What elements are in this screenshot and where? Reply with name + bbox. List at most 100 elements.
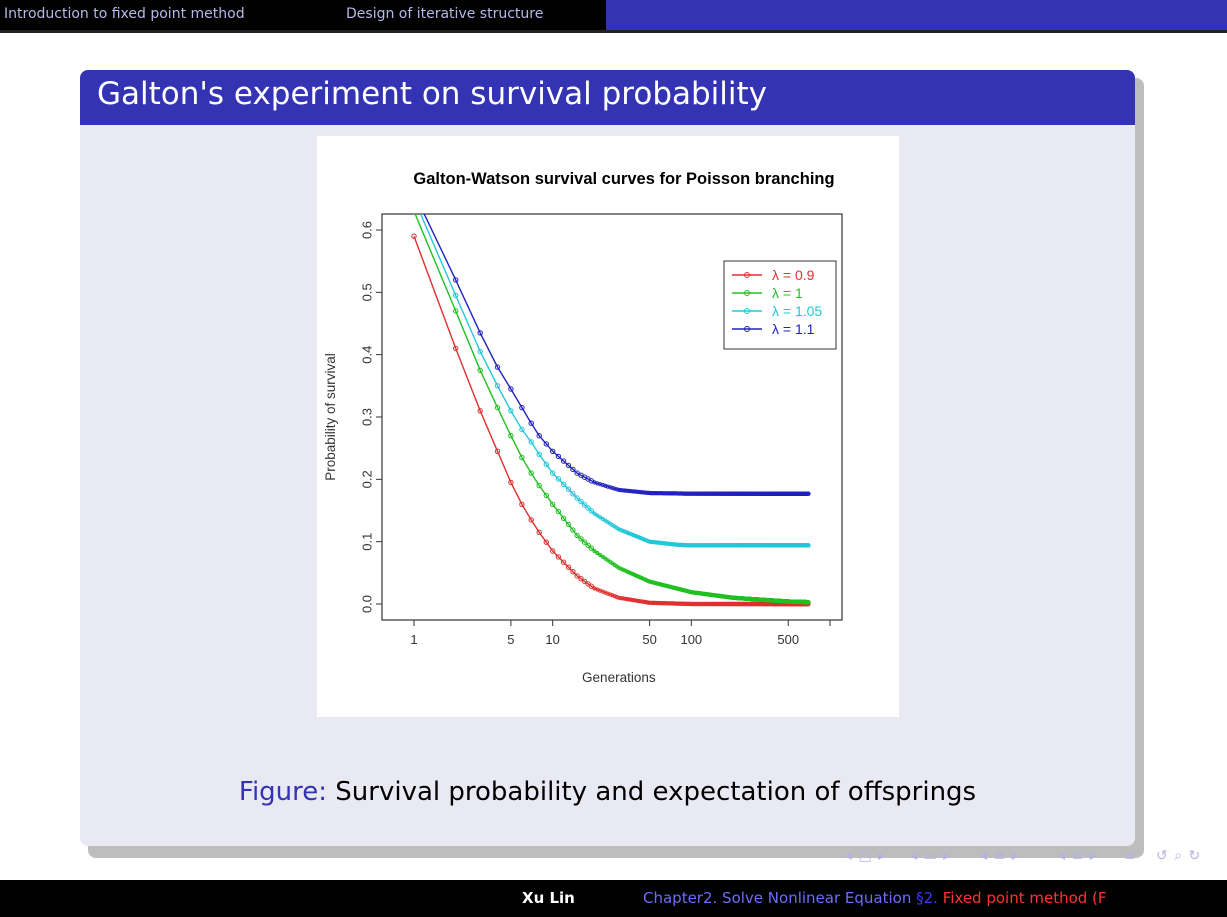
data-point <box>618 488 623 493</box>
data-point <box>550 548 556 554</box>
data-point <box>610 485 615 491</box>
footer-chapter: Chapter2. Solve Nonlinear Equation <box>643 889 912 907</box>
data-point <box>560 458 567 464</box>
data-point <box>620 596 625 601</box>
series-2 <box>412 197 811 548</box>
data-point <box>614 487 619 492</box>
data-point <box>550 448 556 454</box>
data-point <box>528 439 534 445</box>
data-point <box>570 491 576 497</box>
data-point <box>565 486 572 492</box>
y-tick-label: 0.5 <box>359 283 374 301</box>
caption-label: Figure: <box>238 777 328 807</box>
data-point <box>411 233 417 239</box>
data-point <box>605 484 610 489</box>
data-point <box>453 277 459 283</box>
data-point <box>585 542 591 548</box>
data-point <box>565 521 572 528</box>
data-point <box>588 583 594 589</box>
nav-item-intro[interactable]: Introduction to fixed point method <box>4 6 245 22</box>
data-point <box>588 508 594 514</box>
data-point <box>453 292 459 299</box>
x-axis-label: Generations <box>582 670 656 685</box>
data-point <box>565 564 572 570</box>
nav-section-icons[interactable]: ◂ ≡ ▸ <box>980 848 1020 864</box>
data-point <box>574 573 580 579</box>
data-point <box>560 481 567 487</box>
x-tick-label: 100 <box>680 632 702 647</box>
footer-bar: Xu Lin Chapter2. Solve Nonlinear Equatio… <box>0 880 1227 917</box>
data-point <box>528 420 534 426</box>
data-point <box>555 554 562 560</box>
data-point <box>543 492 550 499</box>
figure-caption: Figure: Survival probability and expecta… <box>80 777 1135 807</box>
x-tick-label: 500 <box>777 632 799 647</box>
data-point <box>570 569 576 575</box>
data-point <box>536 451 542 458</box>
data-point <box>560 515 567 521</box>
data-point <box>610 593 615 598</box>
data-point <box>555 508 562 515</box>
series-1 <box>412 209 811 605</box>
nav-section2-icons[interactable]: ◂ ≡ ▸ <box>1058 848 1098 864</box>
footer-author: Xu Lin <box>522 889 575 907</box>
data-point <box>453 345 459 352</box>
footer-section: Fixed point method (F <box>942 889 1107 907</box>
data-point <box>508 408 514 414</box>
top-nav-right <box>606 0 1227 30</box>
nav-item-design[interactable]: Design of iterative structure <box>346 6 544 22</box>
data-point <box>570 466 576 473</box>
data-point <box>412 197 416 201</box>
data-point <box>592 548 597 554</box>
data-point <box>494 448 501 454</box>
data-point <box>588 545 594 551</box>
nav-frame-icons[interactable]: ◂ □ ▸ <box>845 848 887 864</box>
nav-subsection-icons[interactable]: ◂ ▭ ▸ <box>910 848 952 864</box>
y-tick-label: 0.3 <box>359 408 374 426</box>
data-point <box>614 594 619 600</box>
legend-label: λ = 0.9 <box>772 267 815 283</box>
data-point <box>595 513 600 518</box>
data-point <box>574 532 580 539</box>
x-tick-label: 5 <box>507 632 514 647</box>
data-point <box>519 454 525 461</box>
top-nav-left <box>0 0 606 30</box>
data-point <box>477 348 483 355</box>
nav-align-icon[interactable]: ≡ <box>1124 848 1137 864</box>
data-point <box>550 501 556 507</box>
content-block: Galton's experiment on survival probabil… <box>80 70 1135 846</box>
data-point <box>578 498 584 505</box>
y-tick-label: 0.4 <box>359 346 374 364</box>
data-point <box>581 578 588 585</box>
data-point <box>543 461 550 467</box>
data-point <box>494 383 501 389</box>
data-point <box>412 209 416 213</box>
data-point <box>616 565 621 570</box>
data-point <box>519 404 525 411</box>
data-point <box>555 476 562 482</box>
data-point <box>608 592 613 597</box>
data-point <box>581 539 588 545</box>
nav-search-icon[interactable]: ↺ ⌕ ↻ <box>1156 848 1202 864</box>
block-title: Galton's experiment on survival probabil… <box>97 76 768 112</box>
data-point <box>550 470 556 476</box>
caption-text: Survival probability and expectation of … <box>335 777 977 807</box>
data-point <box>477 330 483 336</box>
x-tick-label: 50 <box>642 632 656 647</box>
data-point <box>528 470 534 476</box>
data-point <box>592 511 597 516</box>
data-point <box>612 594 617 599</box>
data-point <box>618 596 623 601</box>
data-point <box>574 470 580 476</box>
legend-label: λ = 1.1 <box>772 321 815 337</box>
data-point <box>560 559 567 565</box>
data-point <box>536 433 542 439</box>
series-0 <box>411 233 811 607</box>
chart-title: Galton-Watson survival curves for Poisso… <box>413 170 834 188</box>
data-point <box>565 462 572 469</box>
data-point <box>453 308 459 314</box>
data-point <box>620 488 625 493</box>
data-point <box>494 404 501 411</box>
legend-label: λ = 1.05 <box>772 303 822 319</box>
data-point <box>519 426 525 433</box>
